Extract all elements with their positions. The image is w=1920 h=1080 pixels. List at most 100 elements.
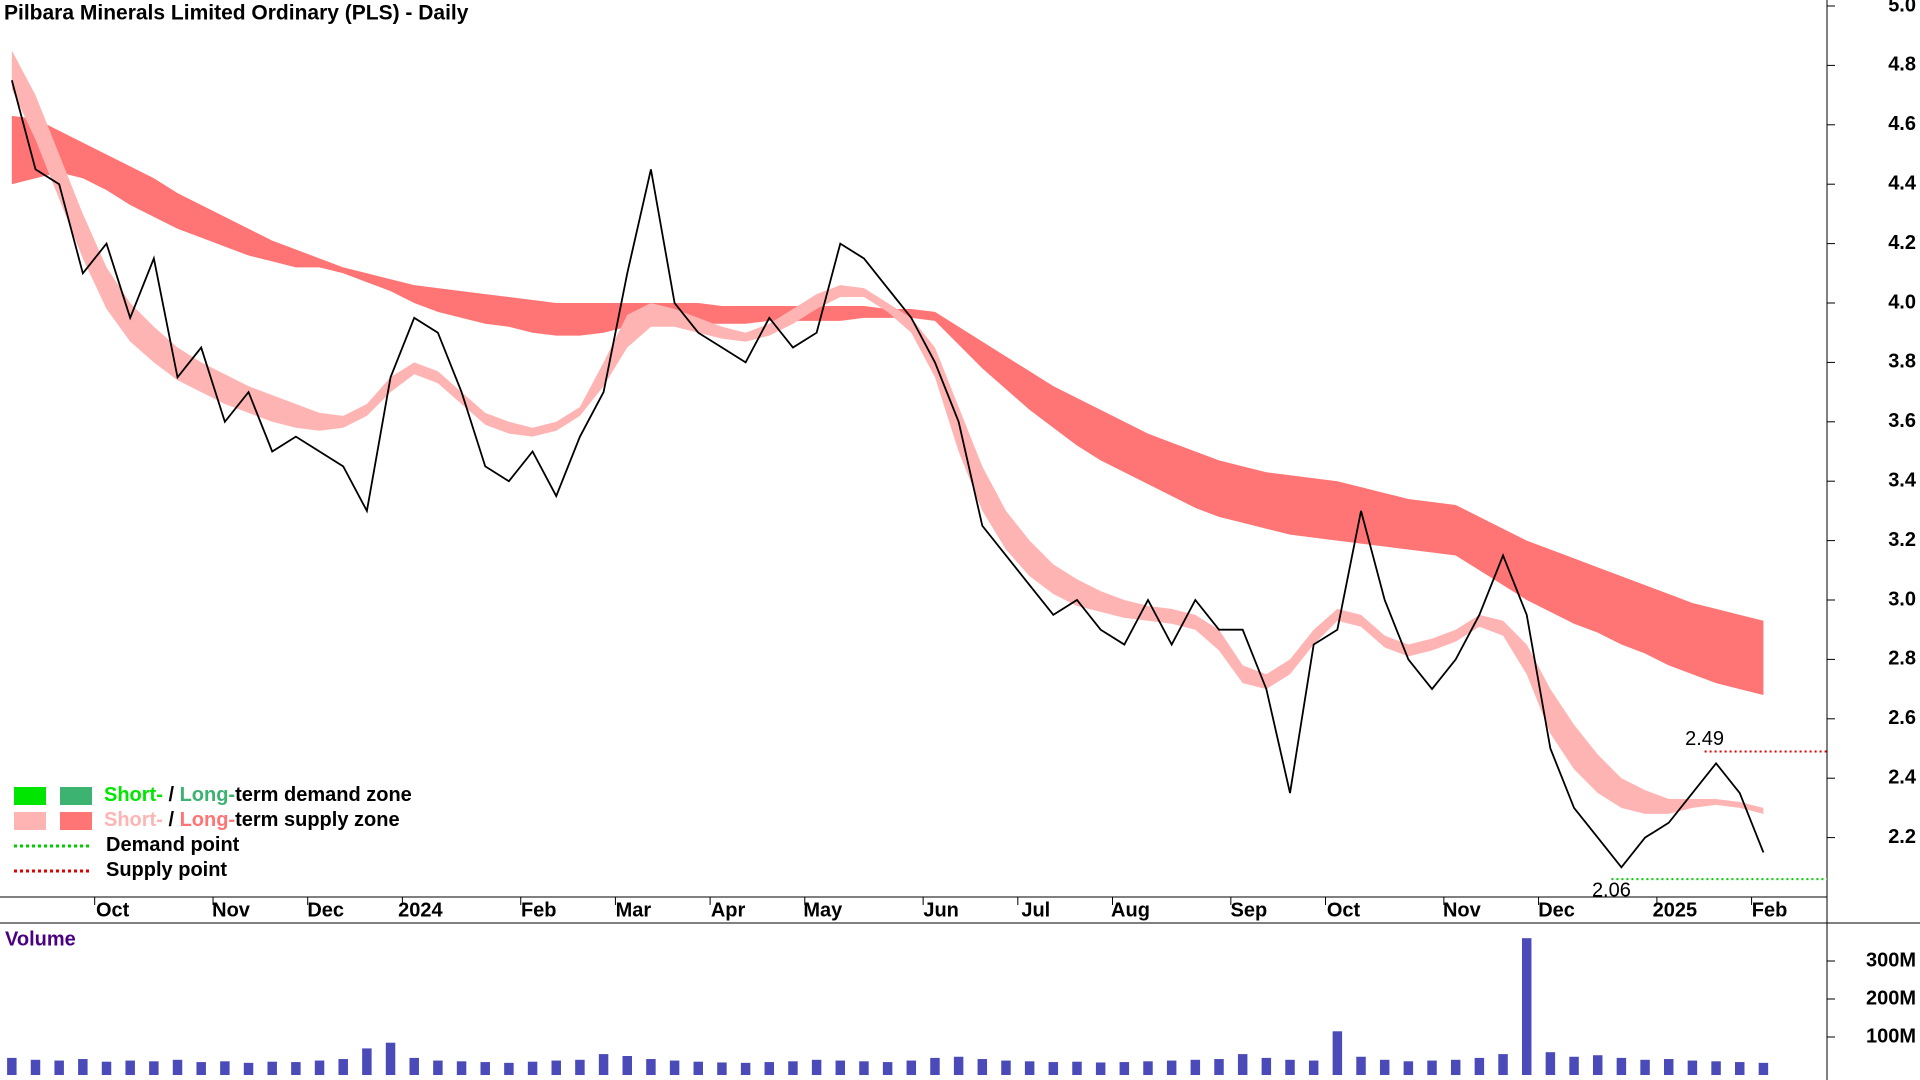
legend-text-part: Long- bbox=[180, 784, 236, 806]
volume-bar bbox=[149, 1061, 159, 1075]
volume-bar bbox=[669, 1060, 680, 1075]
legend-text-part: Long- bbox=[180, 809, 236, 831]
x-tick-label: Dec bbox=[307, 899, 344, 921]
volume-bar bbox=[433, 1060, 443, 1075]
volume-bar bbox=[811, 1059, 822, 1075]
volume-bar bbox=[835, 1060, 846, 1075]
chart-title: Pilbara Minerals Limited Ordinary (PLS) … bbox=[4, 2, 469, 25]
volume-bar bbox=[1758, 1062, 1769, 1075]
y-tick-label: 3.0 bbox=[1888, 588, 1916, 610]
volume-bar bbox=[717, 1062, 727, 1075]
volume-bar bbox=[172, 1059, 183, 1075]
volume-bar bbox=[1616, 1057, 1627, 1075]
volume-bar bbox=[54, 1060, 64, 1075]
volume-bar bbox=[930, 1057, 940, 1075]
legend-text: Short- / Long-term supply zone bbox=[104, 809, 400, 831]
volume-bar bbox=[977, 1059, 988, 1075]
x-tick-label: Apr bbox=[711, 899, 746, 921]
legend-swatch bbox=[60, 812, 92, 830]
y-tick-label: 2.8 bbox=[1888, 648, 1916, 670]
volume-bar bbox=[1119, 1062, 1130, 1075]
volume-bar bbox=[1001, 1060, 1011, 1075]
annotation-label: 2.49 bbox=[1685, 728, 1724, 750]
volume-bar bbox=[1403, 1061, 1414, 1075]
x-tick-label: May bbox=[803, 899, 843, 921]
legend-text-part: Short- bbox=[104, 809, 163, 831]
x-tick-label: Nov bbox=[1443, 899, 1482, 921]
volume-bar bbox=[1261, 1057, 1272, 1075]
volume-bar bbox=[243, 1062, 254, 1075]
y-tick-label: 100M bbox=[1866, 1025, 1916, 1047]
y-tick-label: 200M bbox=[1866, 987, 1916, 1009]
x-tick-label: Sep bbox=[1230, 899, 1267, 921]
zone-band bbox=[11, 50, 1764, 814]
volume-bar bbox=[1356, 1056, 1366, 1075]
volume-bar bbox=[953, 1056, 964, 1075]
volume-bar bbox=[1095, 1062, 1106, 1075]
x-tick-label: Feb bbox=[521, 899, 557, 921]
volume-bar bbox=[1521, 938, 1532, 1075]
volume-bar bbox=[1285, 1059, 1295, 1075]
volume-bar bbox=[314, 1060, 325, 1075]
y-tick-label: 2.6 bbox=[1888, 707, 1916, 729]
volume-bar bbox=[385, 1042, 396, 1075]
y-tick-label: 3.8 bbox=[1888, 351, 1916, 373]
x-tick-label: Jul bbox=[1021, 899, 1050, 921]
volume-bar bbox=[1427, 1060, 1437, 1075]
legend-text: Demand point bbox=[106, 834, 240, 856]
volume-bar bbox=[362, 1048, 372, 1075]
y-tick-label: 4.0 bbox=[1888, 291, 1916, 313]
volume-bar bbox=[740, 1062, 751, 1075]
volume-bar bbox=[1450, 1059, 1461, 1075]
legend-text-part: / bbox=[163, 809, 180, 831]
volume-bar bbox=[267, 1061, 277, 1075]
volume-bar bbox=[1687, 1060, 1698, 1075]
legend-swatch bbox=[14, 812, 46, 830]
volume-bar bbox=[1498, 1054, 1508, 1075]
volume-bar bbox=[196, 1062, 206, 1075]
volume-bar bbox=[338, 1059, 348, 1075]
volume-bar bbox=[1664, 1059, 1674, 1075]
legend-swatch bbox=[14, 787, 46, 805]
y-tick-label: 4.8 bbox=[1888, 54, 1916, 76]
legend-text-part: Demand point bbox=[106, 834, 240, 856]
volume-bar bbox=[598, 1054, 609, 1075]
y-tick-label: 5.0 bbox=[1888, 0, 1916, 16]
y-tick-label: 4.6 bbox=[1888, 113, 1916, 135]
volume-bar bbox=[1143, 1061, 1153, 1075]
y-tick-label: 3.6 bbox=[1888, 410, 1916, 432]
volume-bar bbox=[1735, 1062, 1745, 1075]
legend-text-part: term supply zone bbox=[235, 809, 399, 831]
volume-bar bbox=[1379, 1059, 1390, 1075]
volume-bar bbox=[1237, 1054, 1248, 1075]
legend-swatch bbox=[60, 787, 92, 805]
volume-bar bbox=[1072, 1061, 1082, 1075]
x-tick-label: Aug bbox=[1111, 899, 1150, 921]
x-tick-label: 2024 bbox=[398, 899, 443, 921]
volume-bar bbox=[291, 1062, 301, 1075]
volume-bar bbox=[906, 1060, 917, 1075]
volume-bar bbox=[527, 1061, 538, 1075]
volume-bar bbox=[575, 1059, 585, 1075]
y-tick-label: 3.4 bbox=[1888, 469, 1917, 491]
y-tick-label: 4.2 bbox=[1888, 232, 1916, 254]
volume-bar bbox=[859, 1061, 869, 1075]
volume-bar bbox=[693, 1061, 703, 1075]
volume-bar bbox=[646, 1059, 656, 1075]
x-tick-label: Dec bbox=[1538, 899, 1575, 921]
legend-text: Supply point bbox=[106, 859, 227, 881]
volume-bar bbox=[1592, 1055, 1603, 1075]
volume-bar bbox=[882, 1062, 893, 1075]
x-tick-label: Nov bbox=[212, 899, 251, 921]
volume-bar bbox=[1190, 1059, 1201, 1075]
volume-bar bbox=[1332, 1031, 1343, 1075]
y-tick-label: 300M bbox=[1866, 949, 1916, 971]
volume-bar bbox=[409, 1057, 419, 1075]
volume-bar bbox=[101, 1061, 112, 1075]
legend-text-part: term demand zone bbox=[235, 784, 412, 806]
annotation-label: 2.06 bbox=[1592, 879, 1631, 901]
x-tick-label: Jun bbox=[923, 899, 959, 921]
x-tick-label: Oct bbox=[1327, 899, 1361, 921]
volume-bar bbox=[788, 1061, 798, 1075]
volume-label: Volume bbox=[5, 928, 76, 950]
